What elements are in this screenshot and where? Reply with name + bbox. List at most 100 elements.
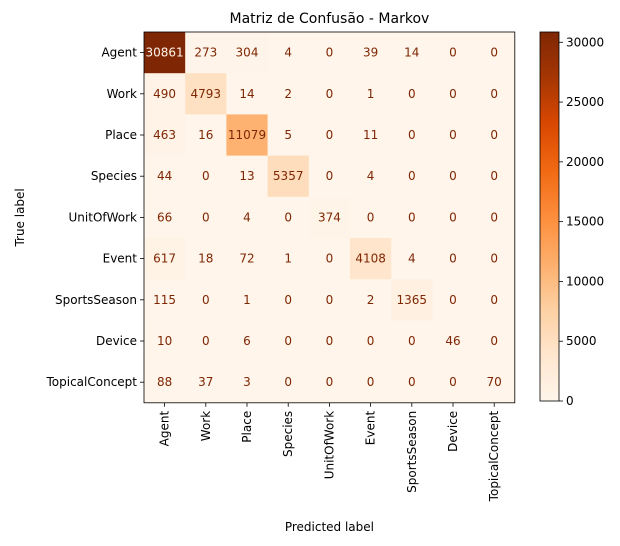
cell-value-label: 0 bbox=[326, 169, 334, 183]
cell-value-label: 10 bbox=[157, 334, 172, 348]
cell-value-label: 0 bbox=[326, 252, 334, 266]
colorbar-tick-label: 15000 bbox=[566, 215, 604, 229]
cell-value-label: 0 bbox=[326, 375, 334, 389]
x-tick-label: Place bbox=[240, 411, 254, 443]
y-tick-label: Place bbox=[105, 128, 137, 142]
cell-value-label: 11 bbox=[363, 128, 378, 142]
cell-value-label: 0 bbox=[449, 169, 457, 183]
cell-value-label: 0 bbox=[326, 46, 334, 60]
heatmap-cell bbox=[267, 114, 310, 157]
x-tick-label: TopicalConcept bbox=[487, 411, 501, 503]
cell-value-label: 0 bbox=[202, 210, 210, 224]
heatmap-cell bbox=[144, 320, 186, 363]
heatmap-cell bbox=[144, 279, 186, 321]
cell-value-label: 39 bbox=[363, 46, 378, 60]
cell-value-label: 0 bbox=[408, 334, 416, 348]
cell-value-label: 0 bbox=[326, 87, 334, 101]
heatmap-cell bbox=[226, 196, 269, 239]
heatmap-cell bbox=[226, 279, 269, 321]
colorbar-tick-label: 0 bbox=[566, 394, 574, 408]
heatmap-cell bbox=[473, 196, 516, 239]
heatmap-cell bbox=[185, 361, 227, 404]
heatmap-cell bbox=[226, 32, 269, 74]
cell-value-label: 0 bbox=[326, 128, 334, 142]
cell-value-label: 1 bbox=[243, 293, 251, 307]
cell-value-label: 70 bbox=[487, 375, 502, 389]
heatmap-cell bbox=[432, 32, 475, 74]
cell-value-label: 115 bbox=[153, 293, 176, 307]
heatmap-cell bbox=[185, 32, 227, 74]
heatmap-cell bbox=[185, 196, 227, 239]
heatmap-cell bbox=[473, 155, 516, 198]
heatmap-cell bbox=[144, 238, 186, 280]
heatmap-cell bbox=[308, 32, 351, 74]
heatmap-cell bbox=[144, 73, 186, 115]
cell-value-label: 0 bbox=[490, 169, 498, 183]
colorbar-gradient bbox=[539, 31, 560, 402]
cell-value-label: 5357 bbox=[273, 169, 304, 183]
cell-value-label: 0 bbox=[284, 334, 292, 348]
heatmap-cell bbox=[350, 279, 392, 321]
heatmap-cell bbox=[350, 361, 392, 404]
cell-value-label: 72 bbox=[239, 252, 254, 266]
cell-value-label: 66 bbox=[157, 210, 172, 224]
cell-value-label: 273 bbox=[194, 46, 217, 60]
cell-value-label: 0 bbox=[367, 210, 375, 224]
heatmap-cell bbox=[391, 73, 433, 115]
heatmap-cell bbox=[185, 155, 227, 198]
cell-value-label: 1 bbox=[284, 252, 292, 266]
cell-value-label: 463 bbox=[153, 128, 176, 142]
chart-title: Matriz de Confusão - Markov bbox=[229, 11, 429, 27]
heatmap-cell bbox=[267, 279, 310, 321]
heatmap-cell bbox=[432, 114, 475, 157]
heatmap-cell bbox=[350, 114, 392, 157]
heatmap-cell bbox=[432, 73, 475, 115]
heatmap-cell bbox=[391, 196, 433, 239]
y-tick-labels: Agent Work Place Species UnitOfWork Event Spor… bbox=[46, 46, 144, 389]
heatmap-cell bbox=[432, 320, 475, 363]
heatmap-cell bbox=[267, 73, 310, 115]
heatmap-cell bbox=[185, 73, 227, 115]
heatmap-cell bbox=[226, 155, 269, 198]
heatmap-cell bbox=[308, 196, 351, 239]
heatmap-cell bbox=[144, 196, 186, 239]
cell-value-label: 0 bbox=[490, 46, 498, 60]
y-tick-label: Species bbox=[91, 169, 137, 183]
cell-value-label: 0 bbox=[326, 334, 334, 348]
cell-value-label: 88 bbox=[157, 375, 172, 389]
cell-value-label: 0 bbox=[408, 87, 416, 101]
heatmap-cell bbox=[267, 238, 310, 280]
heatmap-cell bbox=[350, 155, 392, 198]
cell-value-label: 2 bbox=[284, 87, 292, 101]
cell-value-label: 304 bbox=[236, 46, 259, 60]
colorbar-tick-label: 20000 bbox=[566, 155, 604, 169]
cell-value-label: 0 bbox=[408, 210, 416, 224]
heatmap-cell bbox=[350, 73, 392, 115]
cell-value-label: 13 bbox=[239, 169, 254, 183]
heatmap-cell bbox=[473, 361, 516, 404]
cell-value-label: 0 bbox=[449, 87, 457, 101]
y-tick-label: Agent bbox=[101, 46, 137, 60]
colorbar-tick-label: 25000 bbox=[566, 95, 604, 109]
cell-value-label: 46 bbox=[445, 334, 460, 348]
cell-value-label: 30861 bbox=[146, 46, 184, 60]
heatmap-cell bbox=[308, 155, 351, 198]
cell-value-label: 0 bbox=[449, 128, 457, 142]
heatmap-cell bbox=[226, 73, 269, 115]
cell-value-label: 4793 bbox=[191, 87, 222, 101]
heatmap-cell bbox=[350, 32, 392, 74]
cell-value-label: 5 bbox=[284, 128, 292, 142]
heatmap-cell bbox=[185, 279, 227, 321]
cell-value-label: 0 bbox=[490, 293, 498, 307]
x-axis-label: Predicted label bbox=[285, 520, 374, 534]
cell-value-label: 0 bbox=[490, 87, 498, 101]
cell-value-label: 0 bbox=[367, 375, 375, 389]
heatmap-cell bbox=[350, 238, 392, 280]
colorbar-tick-label: 5000 bbox=[566, 334, 597, 348]
cell-value-label: 0 bbox=[408, 169, 416, 183]
heatmap-cell bbox=[308, 279, 351, 321]
cell-value-label: 6 bbox=[243, 334, 251, 348]
cell-value-label: 16 bbox=[198, 128, 213, 142]
heatmap-cell bbox=[391, 361, 433, 404]
heatmap-cell bbox=[473, 73, 516, 115]
